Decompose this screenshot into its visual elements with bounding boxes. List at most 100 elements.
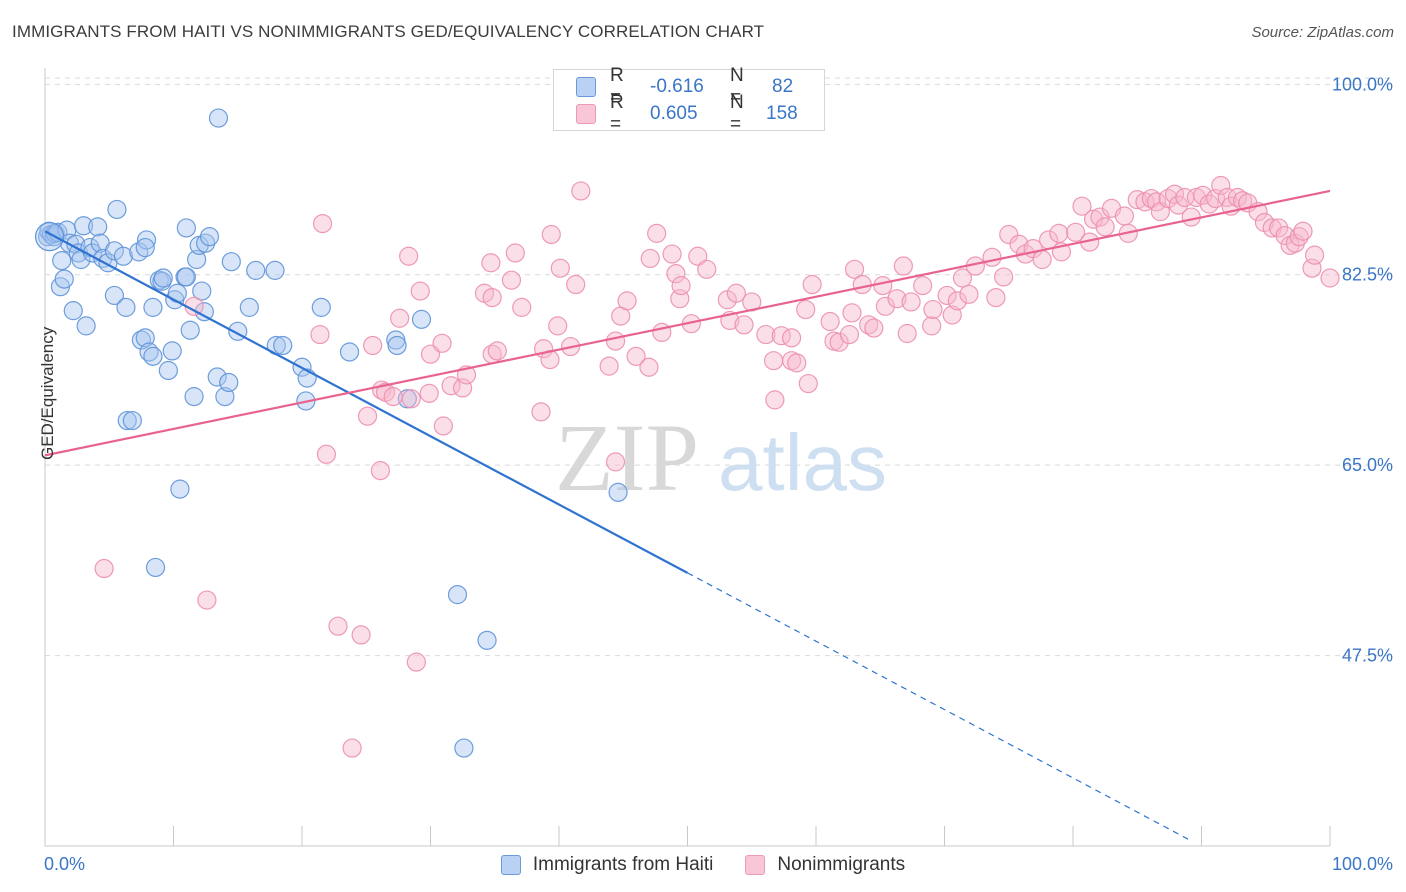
nonimmigrant-point xyxy=(401,389,421,409)
haiti-point xyxy=(143,346,163,366)
nonimmigrant-point xyxy=(531,402,551,422)
nonimmigrant-point xyxy=(342,738,362,758)
nonimmigrant-point xyxy=(947,291,967,311)
watermark-atlas: atlas xyxy=(718,418,887,507)
nonimmigrant-point xyxy=(734,315,754,335)
haiti-point xyxy=(207,367,227,387)
nonimmigrant-point xyxy=(756,324,776,345)
nonimmigrant-point xyxy=(312,214,333,234)
nonimmigrant-point xyxy=(893,256,913,276)
nonimmigrant-point xyxy=(550,258,570,278)
nonimmigrant-point xyxy=(94,558,114,579)
haiti-point xyxy=(221,252,241,272)
haiti-point xyxy=(145,557,166,578)
axis-layer xyxy=(44,68,1331,847)
nonimmigrant-point xyxy=(796,299,816,320)
nonimmigrant-point xyxy=(952,268,973,288)
haiti-point xyxy=(387,335,407,356)
nonimmigrant-point xyxy=(640,248,660,269)
nonimmigrant-point xyxy=(959,284,979,304)
legend-r-label: R = xyxy=(610,65,624,108)
nonimmigrant-point xyxy=(357,406,378,426)
nonimmigrant-point xyxy=(662,244,682,264)
legend-row-nonimmigrants: R = 0.605 N = 158 xyxy=(576,92,798,135)
haiti-point xyxy=(136,230,157,250)
haiti-point xyxy=(122,410,142,431)
nonimmigrant-point xyxy=(1168,195,1188,215)
nonimmigrant-point xyxy=(501,270,522,290)
nonimmigrant-point xyxy=(1127,190,1147,210)
nonimmigrant-point xyxy=(875,296,895,316)
nonimmigrant-point xyxy=(481,253,501,273)
legend-swatch-haiti xyxy=(576,77,596,97)
nonimmigrant-point xyxy=(639,357,659,377)
nonimmigrant-point xyxy=(487,341,507,361)
nonimmigrant-point xyxy=(765,390,785,410)
haiti-point xyxy=(219,372,239,393)
nonimmigrant-point xyxy=(432,333,452,353)
nonimmigrant-point xyxy=(986,287,1006,308)
haiti-point xyxy=(117,410,137,431)
nonimmigrant-point xyxy=(1095,217,1115,237)
nonimmigrant-point xyxy=(688,246,708,266)
nonimmigrant-point xyxy=(923,299,943,320)
nonimmigrant-point xyxy=(441,376,461,396)
nonimmigrant-point xyxy=(697,259,717,279)
nonimmigrant-point xyxy=(982,247,1002,267)
watermark: ZIP atlas xyxy=(555,404,887,511)
nonimmigrant-point xyxy=(1227,187,1248,208)
nonimmigrant-point xyxy=(541,224,561,245)
haiti-point xyxy=(273,335,293,356)
haiti-point xyxy=(170,479,190,499)
nonimmigrant-point xyxy=(406,652,426,672)
haiti-point xyxy=(73,216,94,236)
nonimmigrant-point xyxy=(897,323,917,344)
nonimmigrant-point xyxy=(328,616,348,636)
haiti-point xyxy=(162,341,182,361)
haiti-point xyxy=(167,283,187,303)
nonimmigrant-point xyxy=(671,276,691,296)
nonimmigrant-point xyxy=(566,274,586,295)
x-tick-label: 0.0% xyxy=(44,854,85,874)
nonimmigrant-point xyxy=(726,283,746,303)
haiti-point xyxy=(104,285,124,306)
legend-bottom: Immigrants from Haiti Nonimmigrants xyxy=(0,852,1406,878)
haiti-point xyxy=(199,227,220,247)
nonimmigrant-point xyxy=(1181,207,1201,227)
nonimmigrant-point xyxy=(1114,206,1135,226)
y-tick-label: 82.5% xyxy=(1342,265,1393,285)
nonimmigrant-point xyxy=(873,276,893,296)
haiti-point xyxy=(88,217,108,237)
nonimmigrant-point xyxy=(1141,188,1161,209)
grid-layer xyxy=(45,77,1390,657)
nonimmigrant-point xyxy=(802,274,822,295)
haiti-point xyxy=(76,316,96,336)
legend-n-value: 82 xyxy=(772,76,794,97)
haiti-trend-line xyxy=(44,230,689,574)
legend-r-value: -0.616 xyxy=(650,76,704,97)
legend-item-haiti[interactable]: Immigrants from Haiti xyxy=(500,852,713,878)
nonimmigrant-point xyxy=(1009,234,1029,254)
nonimmigrant-point xyxy=(605,331,626,351)
legend-item-nonimmigrants[interactable]: Nonimmigrants xyxy=(745,852,905,878)
nonimmigrant-point xyxy=(1320,268,1340,288)
nonimmigrant-point xyxy=(842,303,862,323)
legend-n-label: N = xyxy=(730,65,744,108)
haiti-point xyxy=(180,320,200,340)
nonimmigrant-point xyxy=(548,316,568,336)
nonimmigrant-point xyxy=(1032,249,1052,270)
nonimmigrant-point xyxy=(410,281,430,301)
nonimmigrant-point xyxy=(626,346,646,366)
legend-swatch-haiti xyxy=(500,855,521,875)
nonimmigrant-point xyxy=(864,318,884,338)
haiti-point xyxy=(239,297,259,317)
nonimmigrant-point xyxy=(852,274,872,295)
nonimmigrant-point xyxy=(482,287,502,308)
legend-r-value: 0.605 xyxy=(650,103,698,124)
nonimmigrant-point xyxy=(605,452,626,472)
haiti-point xyxy=(311,297,331,317)
points-layer xyxy=(34,108,1340,758)
haiti-point xyxy=(411,309,432,329)
nonimmigrant-point xyxy=(913,276,933,296)
y-tick-label: 100.0% xyxy=(1332,74,1393,94)
